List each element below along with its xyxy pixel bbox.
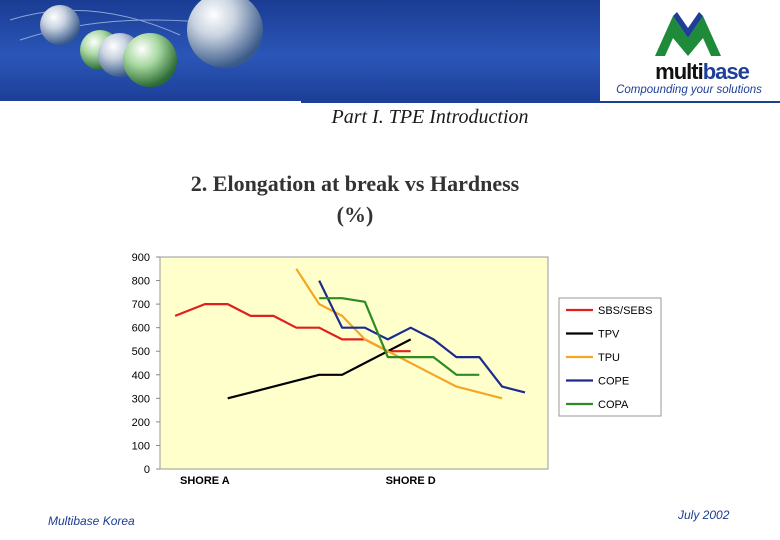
- footer-company: Multibase Korea: [48, 514, 135, 528]
- y-tick-label: 500: [132, 346, 150, 358]
- series-line-cope: [318, 280, 526, 394]
- legend-label: TPV: [598, 329, 620, 341]
- multibase-logo-icon: [655, 12, 721, 56]
- legend-label: COPA: [598, 399, 629, 411]
- series-line-tpv: [227, 338, 412, 400]
- slide-title: 2. Elongation at break vs Hardness (%): [100, 168, 610, 230]
- section-title: Part I. TPE Introduction: [331, 106, 529, 128]
- y-tick-label: 600: [132, 323, 150, 335]
- header-spheres-image: [9, 0, 263, 87]
- logo-tagline: Compounding your solutions: [616, 84, 762, 96]
- slide-title-line-2: (%): [336, 202, 374, 227]
- logo-word-multi: multi: [655, 59, 704, 84]
- logo-word-base: base: [702, 59, 750, 84]
- series-line-copa: [319, 297, 480, 376]
- footer-date: July 2002: [678, 508, 730, 522]
- legend-label: COPE: [598, 376, 629, 388]
- slide-title-line-1: 2. Elongation at break vs Hardness: [190, 171, 520, 196]
- y-tick-label: 400: [132, 370, 150, 382]
- y-tick-label: 700: [132, 299, 150, 311]
- y-tick-label: 800: [132, 276, 150, 288]
- y-tick-label: 200: [132, 417, 150, 429]
- y-tick-label: 100: [132, 440, 150, 452]
- logo-wordmark: multibase: [632, 59, 772, 85]
- legend-label: SBS/SEBS: [598, 305, 652, 317]
- section-title-tab: [277, 101, 557, 133]
- y-tick-label: 0: [144, 464, 150, 476]
- x-tick-label: SHORE A: [180, 475, 230, 487]
- y-tick-label: 900: [132, 252, 150, 264]
- legend-label: TPU: [598, 352, 620, 364]
- plot-area: [159, 256, 549, 470]
- y-tick-label: 300: [132, 393, 150, 405]
- section-title-rule: [301, 101, 780, 103]
- x-tick-label: SHORE D: [386, 475, 436, 487]
